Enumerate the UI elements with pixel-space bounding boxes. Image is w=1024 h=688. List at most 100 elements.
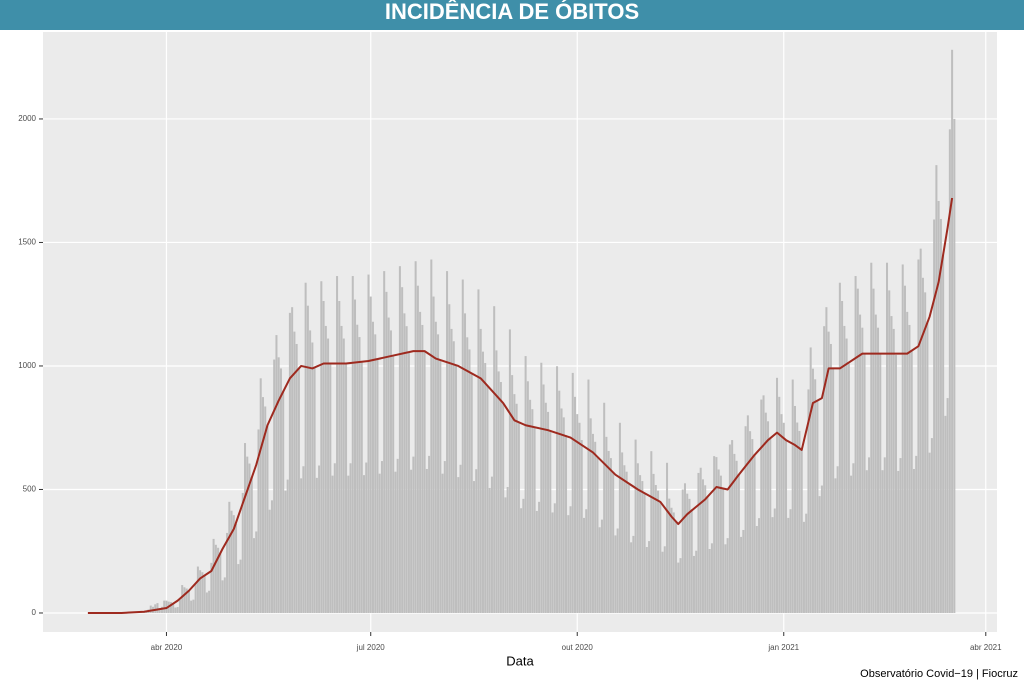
bar bbox=[691, 509, 693, 613]
bar bbox=[554, 503, 556, 613]
bar bbox=[302, 466, 304, 613]
y-tick-label: 500 bbox=[23, 485, 37, 494]
bar bbox=[868, 457, 870, 613]
bar bbox=[271, 500, 273, 613]
bar bbox=[783, 423, 785, 613]
bar bbox=[282, 391, 284, 613]
bar bbox=[367, 275, 369, 613]
bar bbox=[917, 260, 919, 613]
y-tick-label: 1000 bbox=[18, 361, 36, 370]
bar bbox=[623, 465, 625, 613]
bar bbox=[884, 457, 886, 613]
bar bbox=[745, 426, 747, 613]
bar bbox=[394, 472, 396, 613]
bar bbox=[733, 454, 735, 613]
bar bbox=[307, 306, 309, 613]
bar bbox=[262, 397, 264, 613]
bar bbox=[370, 297, 372, 613]
bar bbox=[453, 341, 455, 613]
bar bbox=[424, 351, 426, 613]
bar bbox=[682, 489, 684, 613]
bar bbox=[630, 542, 632, 613]
bar bbox=[899, 458, 901, 613]
bar bbox=[736, 461, 738, 613]
bar bbox=[383, 271, 385, 613]
bar bbox=[693, 556, 695, 613]
bar bbox=[908, 325, 910, 613]
bar bbox=[787, 518, 789, 613]
bar bbox=[590, 418, 592, 613]
bar bbox=[935, 165, 937, 613]
bar bbox=[855, 276, 857, 613]
bar bbox=[561, 408, 563, 613]
x-tick-label: jan 2021 bbox=[767, 643, 799, 652]
bar bbox=[475, 469, 477, 613]
bar bbox=[632, 536, 634, 613]
bar bbox=[320, 281, 322, 613]
bar bbox=[316, 478, 318, 613]
bar bbox=[493, 306, 495, 613]
bar bbox=[801, 447, 803, 613]
bar bbox=[477, 289, 479, 613]
bar bbox=[543, 384, 545, 612]
bar bbox=[199, 570, 201, 613]
bar bbox=[556, 366, 558, 613]
bar bbox=[507, 487, 509, 613]
bar bbox=[644, 493, 646, 613]
bar bbox=[617, 529, 619, 613]
bar bbox=[671, 508, 673, 613]
bar bbox=[850, 476, 852, 613]
bar bbox=[540, 363, 542, 613]
bar bbox=[823, 326, 825, 613]
bar bbox=[805, 514, 807, 613]
bar bbox=[706, 497, 708, 613]
bar bbox=[646, 547, 648, 613]
bar bbox=[284, 491, 286, 613]
bar bbox=[192, 600, 194, 613]
bar bbox=[177, 607, 179, 613]
bar bbox=[154, 604, 156, 613]
bar bbox=[819, 496, 821, 613]
bar bbox=[345, 363, 347, 612]
bar bbox=[635, 440, 637, 613]
bar bbox=[163, 601, 165, 613]
bar bbox=[206, 592, 208, 613]
bar bbox=[468, 349, 470, 613]
bar bbox=[426, 469, 428, 613]
bar bbox=[379, 474, 381, 613]
bar bbox=[480, 329, 482, 613]
bar bbox=[839, 283, 841, 613]
bar bbox=[920, 249, 922, 613]
bar bbox=[653, 474, 655, 613]
bar bbox=[534, 428, 536, 613]
bar bbox=[289, 313, 291, 613]
bar bbox=[228, 502, 230, 613]
bar bbox=[614, 535, 616, 613]
bar bbox=[518, 423, 520, 613]
bar bbox=[864, 354, 866, 613]
bar bbox=[637, 463, 639, 613]
bar bbox=[412, 457, 414, 613]
bar bbox=[179, 600, 181, 613]
bar bbox=[388, 318, 390, 613]
bar bbox=[870, 263, 872, 613]
bar bbox=[406, 326, 408, 613]
bar bbox=[525, 356, 527, 613]
bar bbox=[471, 373, 473, 613]
bar bbox=[686, 494, 688, 613]
bar bbox=[435, 322, 437, 613]
bar bbox=[547, 412, 549, 613]
bar bbox=[240, 560, 242, 613]
bar bbox=[502, 403, 504, 613]
bar bbox=[444, 461, 446, 613]
bar bbox=[437, 334, 439, 613]
bar bbox=[226, 533, 228, 613]
bar bbox=[529, 400, 531, 613]
bar bbox=[527, 381, 529, 613]
bar bbox=[381, 461, 383, 613]
bar bbox=[415, 261, 417, 613]
bar bbox=[296, 344, 298, 613]
bar bbox=[789, 509, 791, 613]
bar bbox=[237, 564, 239, 613]
bar bbox=[879, 354, 881, 613]
